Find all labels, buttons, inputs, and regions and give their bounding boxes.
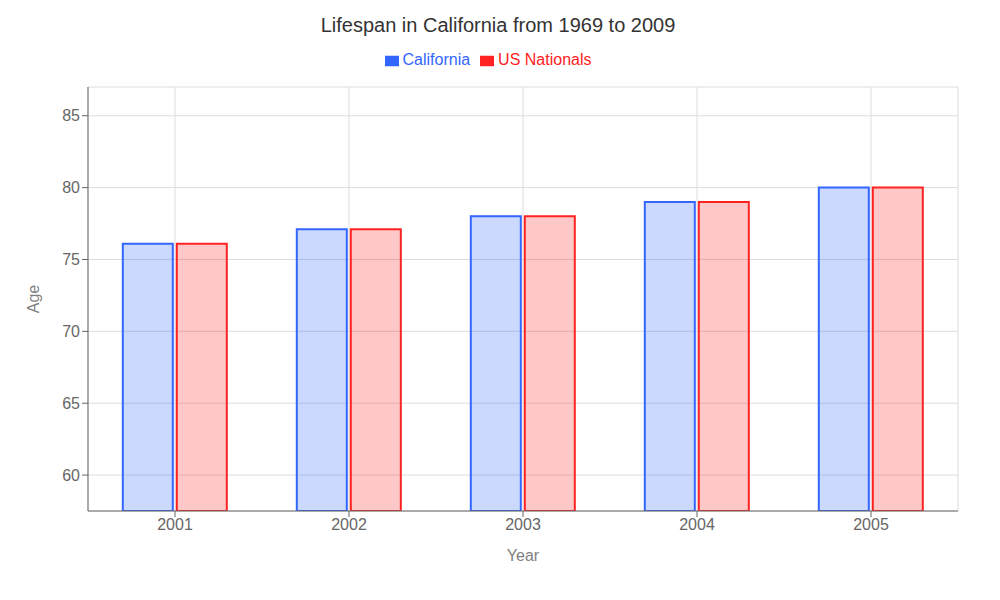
- svg-text:60: 60: [62, 467, 80, 484]
- svg-text:70: 70: [62, 323, 80, 340]
- svg-text:2002: 2002: [331, 516, 367, 533]
- svg-text:80: 80: [62, 179, 80, 196]
- svg-text:85: 85: [62, 107, 80, 124]
- svg-text:75: 75: [62, 251, 80, 268]
- svg-text:2003: 2003: [505, 516, 541, 533]
- svg-text:Age: Age: [25, 285, 42, 314]
- html-text:US Nationals: US Nationals: [498, 51, 592, 68]
- html-text:Lifespan in California from 19: Lifespan in California from 1969 to 2009: [320, 14, 676, 36]
- svg-text:2004: 2004: [679, 516, 715, 533]
- html-text:California: California: [402, 51, 471, 68]
- svg-text:65: 65: [62, 395, 80, 412]
- svg-text:Year: Year: [507, 547, 540, 564]
- svg-text:2001: 2001: [157, 516, 193, 533]
- svg-text:2005: 2005: [853, 516, 889, 533]
